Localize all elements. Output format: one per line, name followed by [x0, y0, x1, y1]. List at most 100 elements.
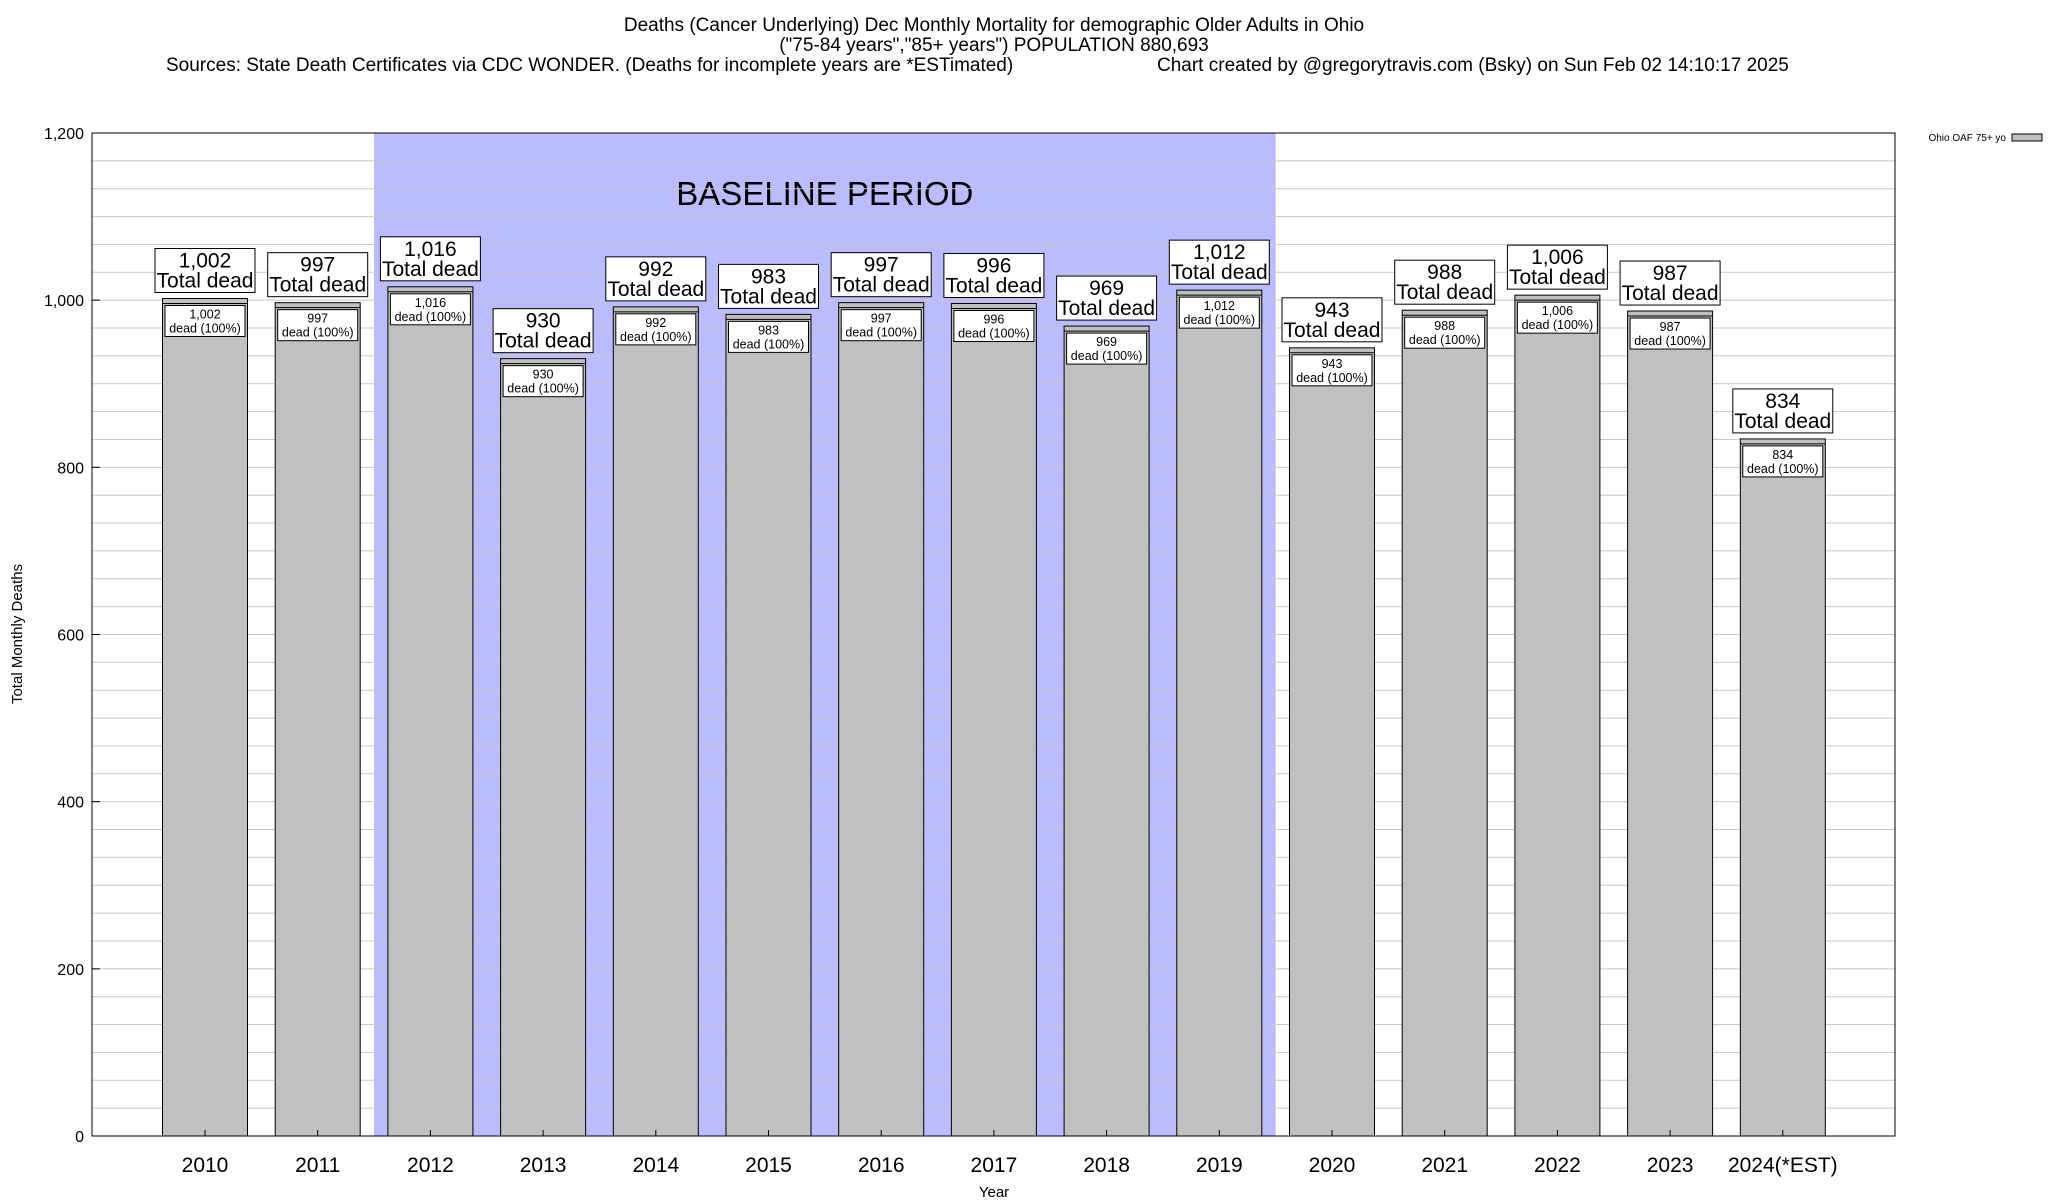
axes: 0 200 400 600 800 1,000 1,200 2010 2011 2012 2013 2…: [44, 126, 1896, 1177]
segment-label-box: [728, 320, 809, 353]
total-suffix-label: Total dead: [833, 274, 930, 297]
legend: Ohio OAF 75+ yo: [1928, 133, 2043, 144]
segment-label-box: [277, 309, 359, 342]
total-value-label: 992: [638, 258, 673, 281]
segment-percent-label: dead (100%): [1634, 334, 1706, 348]
total-suffix-label: Total dead: [1396, 281, 1493, 304]
bar: [274, 302, 361, 1137]
total-label-box: [267, 252, 369, 298]
x-tick-label: 2018: [1083, 1154, 1130, 1177]
segment-value-label: 1,006: [1542, 304, 1573, 318]
bar: [387, 286, 474, 1137]
segment-percent-label: dead (100%): [1747, 462, 1819, 476]
total-value-label: 943: [1314, 299, 1349, 322]
y-tick-label: 1,200: [44, 126, 84, 143]
y-tick-label: 800: [57, 460, 84, 477]
total-value-label: 1,002: [179, 249, 232, 272]
total-value-label: 1,016: [404, 238, 457, 261]
segment-value-label: 834: [1772, 448, 1793, 462]
x-tick-label: 2016: [858, 1154, 905, 1177]
segment-label-box: [1742, 445, 1824, 478]
bar: [838, 302, 925, 1137]
x-tick-label: 2024(*EST): [1728, 1154, 1838, 1177]
total-label-box: [1168, 239, 1270, 285]
x-tick-label: 2013: [520, 1154, 567, 1177]
segment-percent-label: dead (100%): [845, 326, 917, 340]
legend-label: Ohio OAF 75+ yo: [1928, 133, 2006, 144]
y-tick-label: 600: [57, 628, 84, 645]
total-suffix-label: Total dead: [720, 285, 817, 308]
total-label-box: [1506, 244, 1608, 290]
segment-label-box: [1629, 317, 1711, 350]
segment-value-label: 1,016: [415, 296, 446, 310]
x-tick-label: 2021: [1421, 1154, 1468, 1177]
x-tick-label: 2017: [971, 1154, 1018, 1177]
y-axis-title: Total Monthly Deaths: [9, 564, 26, 704]
segment-label-box: [1178, 296, 1260, 329]
total-value-label: 1,012: [1193, 241, 1246, 264]
credit-line: Chart created by @gregorytravis.com (Bsk…: [1157, 55, 1789, 76]
bar: [1401, 309, 1488, 1137]
total-suffix-label: Total dead: [945, 275, 1042, 298]
bar: [500, 358, 587, 1137]
total-value-label: 983: [751, 265, 786, 288]
y-tick-label: 1,000: [44, 293, 84, 310]
total-label-box: [1619, 260, 1721, 306]
x-tick-label: 2012: [407, 1154, 454, 1177]
bar: [1176, 289, 1263, 1137]
total-suffix-label: Total dead: [1509, 266, 1606, 289]
x-tick-label: 2015: [745, 1154, 792, 1177]
segment-label-box: [615, 313, 697, 346]
total-value-label: 996: [976, 255, 1011, 278]
segment-value-label: 997: [307, 312, 328, 326]
title-line-2: ("75-84 years","85+ years") POPULATION 8…: [779, 35, 1209, 56]
total-label-box: [1732, 388, 1834, 434]
bar: [1289, 347, 1375, 1137]
total-label-box: [379, 236, 481, 282]
segment-value-label: 992: [645, 316, 666, 330]
total-value-label: 987: [1653, 262, 1688, 285]
segment-label-box: [1404, 316, 1486, 349]
segment-percent-label: dead (100%): [1522, 318, 1594, 332]
segment-percent-label: dead (100%): [395, 310, 467, 324]
bar: [725, 313, 812, 1137]
segment-value-label: 996: [983, 313, 1004, 327]
total-suffix-label: Total dead: [607, 278, 704, 301]
segment-percent-label: dead (100%): [1071, 349, 1143, 363]
bar: [162, 297, 248, 1137]
baseline-label: BASELINE PERIOD: [676, 175, 973, 212]
segment-value-label: 943: [1322, 357, 1343, 371]
x-axis-title: Year: [979, 1184, 1009, 1200]
segment-percent-label: dead (100%): [733, 337, 805, 351]
total-value-label: 988: [1427, 261, 1462, 284]
bars: [162, 286, 1826, 1137]
total-value-label: 1,006: [1531, 246, 1584, 269]
segment-percent-label: dead (100%): [282, 326, 354, 340]
segment-value-label: 988: [1434, 319, 1455, 333]
segment-percent-label: dead (100%): [169, 321, 241, 335]
total-label-box: [943, 253, 1045, 299]
total-label-box: [1281, 297, 1383, 343]
total-suffix-label: Total dead: [157, 269, 254, 292]
total-suffix-label: Total dead: [1284, 319, 1381, 342]
total-value-label: 997: [300, 254, 335, 277]
segment-percent-label: dead (100%): [1409, 333, 1481, 347]
total-value-label: 930: [526, 310, 561, 333]
segment-percent-label: dead (100%): [507, 382, 579, 396]
segment-label-box: [1516, 301, 1598, 334]
total-value-label: 834: [1765, 390, 1800, 413]
x-tick-label: 2022: [1534, 1154, 1581, 1177]
x-tick-label: 2020: [1309, 1154, 1356, 1177]
total-suffix-label: Total dead: [1058, 297, 1155, 320]
total-label-box: [830, 252, 932, 298]
bar: [1514, 294, 1601, 1137]
segment-percent-label: dead (100%): [1184, 313, 1256, 327]
total-label-box: [605, 256, 707, 302]
segment-label-box: [1066, 332, 1148, 365]
segment-percent-label: dead (100%): [958, 327, 1030, 341]
bar: [1739, 438, 1826, 1137]
segment-value-label: 983: [758, 323, 779, 337]
sources-line: Sources: State Death Certificates via CD…: [166, 55, 1013, 76]
